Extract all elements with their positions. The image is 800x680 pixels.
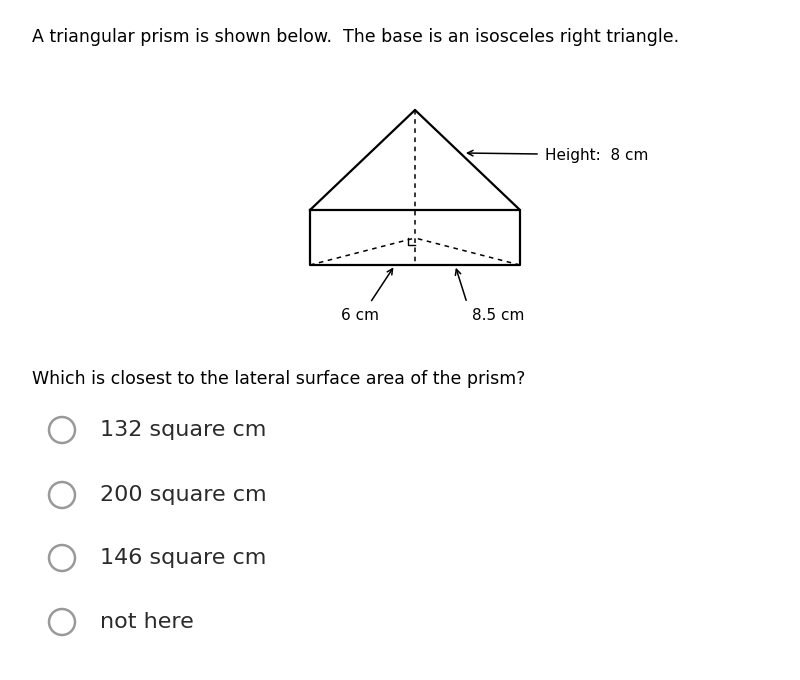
Text: 8.5 cm: 8.5 cm [472,308,524,323]
Text: Height:  8 cm: Height: 8 cm [545,148,648,163]
Text: 200 square cm: 200 square cm [100,485,266,505]
Text: not here: not here [100,612,194,632]
Text: Which is closest to the lateral surface area of the prism?: Which is closest to the lateral surface … [32,370,526,388]
Text: 132 square cm: 132 square cm [100,420,266,440]
Text: A triangular prism is shown below.  The base is an isosceles right triangle.: A triangular prism is shown below. The b… [32,28,679,46]
Text: 6 cm: 6 cm [341,308,379,323]
Text: 146 square cm: 146 square cm [100,548,266,568]
